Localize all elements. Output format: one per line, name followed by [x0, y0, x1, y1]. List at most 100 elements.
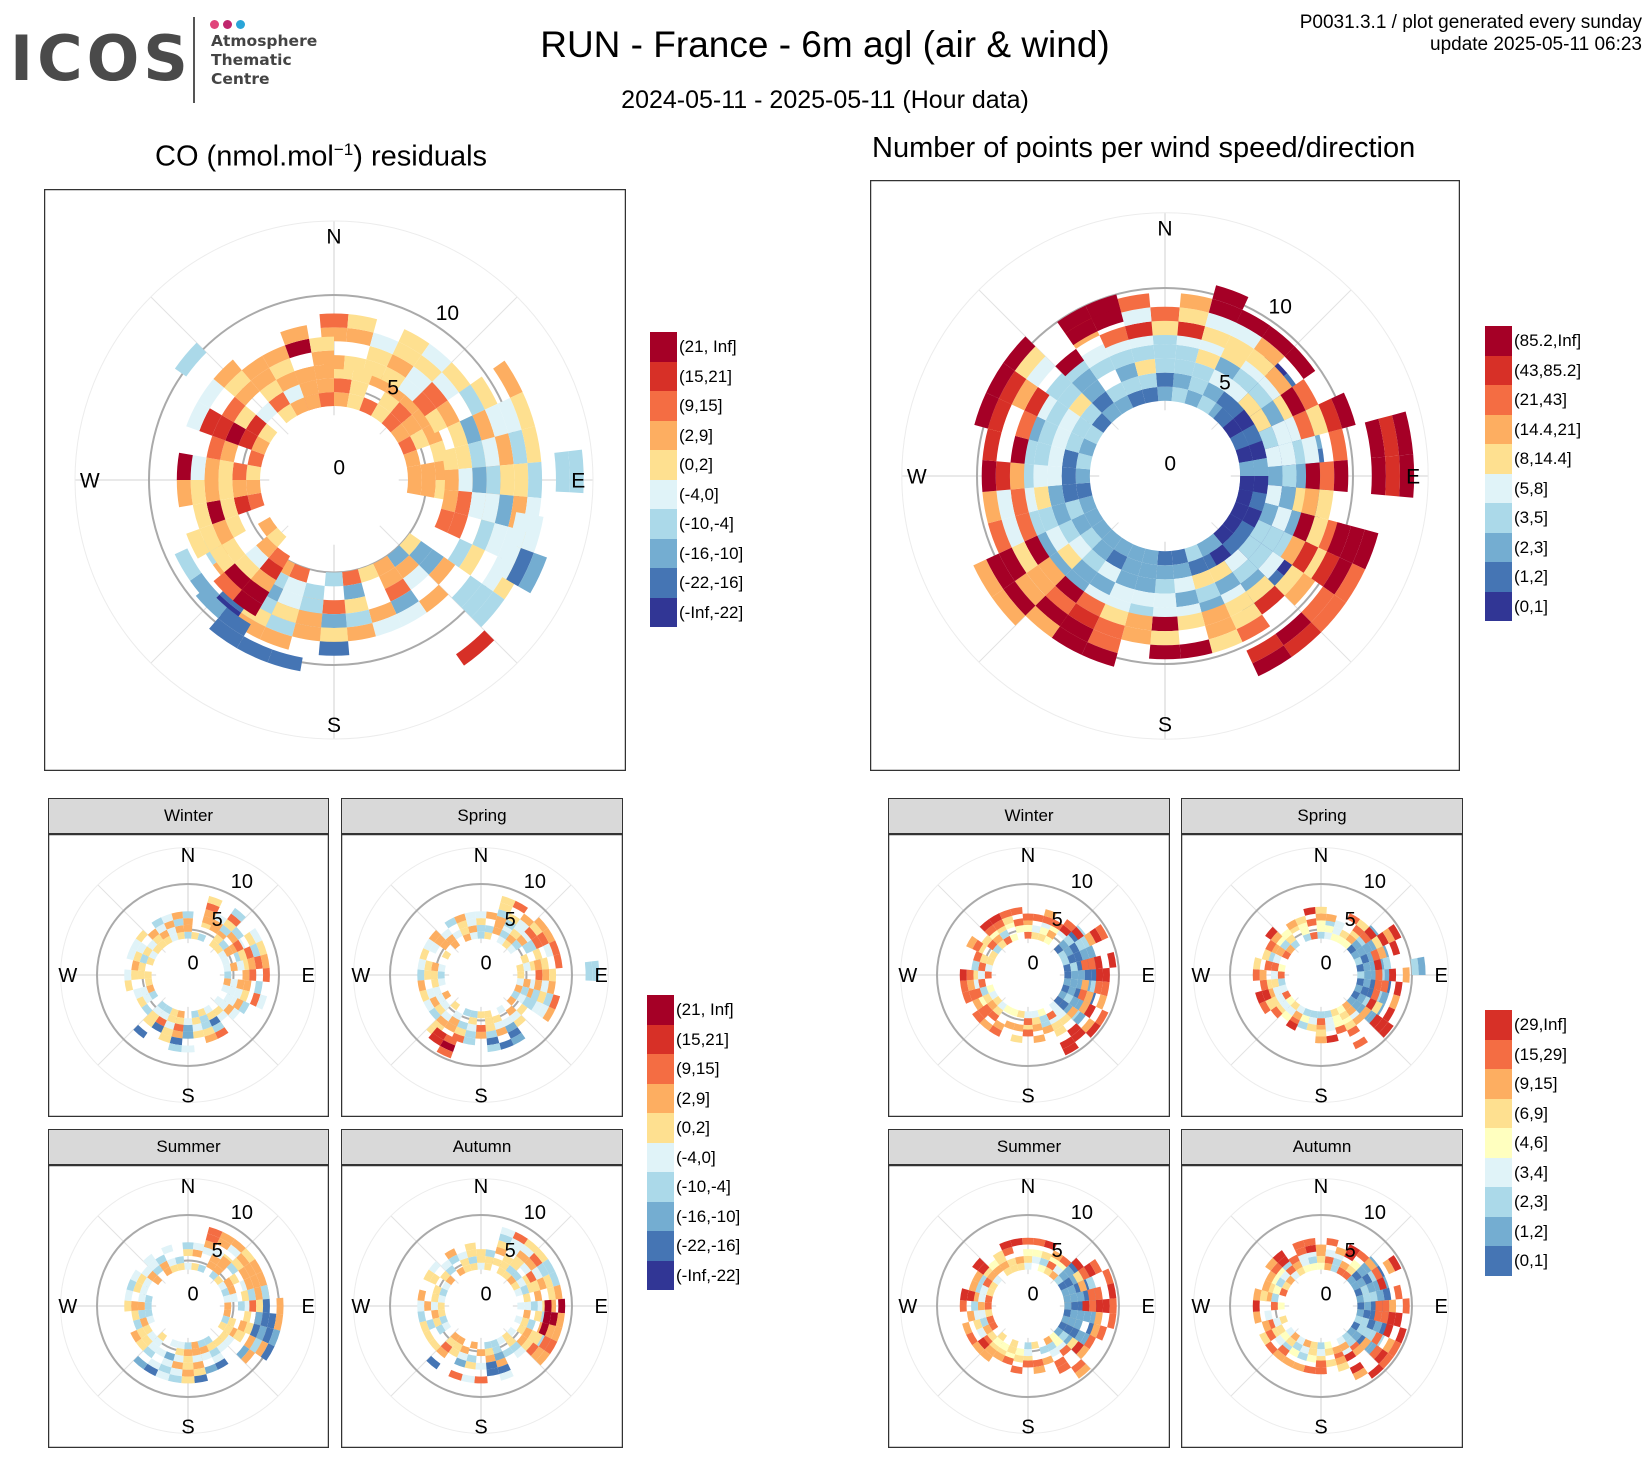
- heatmap-cell: [481, 493, 500, 524]
- heatmap-cell: [476, 1255, 486, 1263]
- heatmap-cell: [1275, 946, 1286, 957]
- heatmap-cell: [493, 360, 523, 398]
- heatmap-cell: [1324, 1262, 1333, 1271]
- heatmap-cell: [1378, 991, 1390, 1005]
- heatmap-cell: [126, 1279, 137, 1292]
- center-hole: [1099, 410, 1231, 542]
- heatmap-cell: [986, 984, 995, 994]
- heatmap-cell: [1371, 1332, 1383, 1346]
- heatmap-cell: [136, 996, 147, 1008]
- heatmap-cell: [439, 1315, 448, 1325]
- heatmap-cell: [1065, 318, 1098, 346]
- heatmap-cell: [520, 1284, 530, 1295]
- heatmap-cell: [1095, 924, 1109, 941]
- heatmap-cell: [1301, 586, 1335, 623]
- heatmap-cell: [155, 1369, 170, 1381]
- legend-label: (6,9]: [1514, 1103, 1549, 1123]
- heatmap-cell: [1315, 1244, 1327, 1252]
- heatmap-cell: [1083, 990, 1094, 1004]
- compass-label-s: S: [1314, 1085, 1327, 1107]
- heatmap-cell: [999, 1260, 1010, 1271]
- heatmap-cell: [1344, 1019, 1357, 1031]
- compass-label-n: N: [181, 1176, 195, 1198]
- legend-label: (2,9]: [679, 425, 714, 445]
- heatmap-cell: [418, 584, 449, 613]
- heatmap-cell: [1064, 1302, 1072, 1310]
- heatmap-cell: [1209, 544, 1232, 566]
- heatmap-cell: [986, 362, 1015, 399]
- heatmap-cell: [997, 1331, 1008, 1342]
- heatmap-cell: [1356, 1250, 1370, 1263]
- heatmap-cell: [316, 378, 334, 394]
- heatmap-cell: [981, 460, 997, 492]
- heatmap-cell: [139, 1317, 149, 1328]
- heatmap-cell: [982, 1277, 993, 1288]
- legend-swatch: [1485, 1069, 1512, 1099]
- heatmap-cell: [1078, 495, 1097, 514]
- heatmap-cell: [1296, 1335, 1306, 1346]
- heatmap-cell: [445, 1275, 456, 1286]
- heatmap-cell: [1096, 994, 1108, 1010]
- heatmap-cell: [494, 543, 521, 580]
- heatmap-cell: [505, 1005, 517, 1016]
- heatmap-cell: [966, 979, 976, 991]
- heatmap-cell: [1057, 1321, 1068, 1331]
- heatmap-cell: [982, 1324, 993, 1335]
- heatmap-cell: [452, 929, 463, 940]
- heatmap-cell: [1295, 915, 1307, 926]
- heatmap-cell: [484, 1262, 493, 1271]
- heatmap-cell: [452, 1341, 463, 1352]
- heatmap-cell: [1285, 1275, 1296, 1286]
- heatmap-cell: [1078, 438, 1097, 457]
- heatmap-cell: [176, 1262, 185, 1271]
- heatmap-cell: [199, 524, 222, 552]
- heatmap-cell: [440, 1270, 451, 1282]
- heatmap-cell: [216, 1259, 229, 1271]
- heatmap-cell: [1345, 1265, 1357, 1276]
- heatmap-cell: [486, 911, 498, 921]
- heatmap-cell: [454, 1357, 467, 1368]
- heatmap-cell: [431, 962, 440, 972]
- heatmap-cell: [422, 422, 443, 446]
- heatmap-cell: [459, 1257, 470, 1267]
- heatmap-cell: [426, 1319, 436, 1330]
- heatmap-cell: [1071, 513, 1092, 536]
- grid-ring: [389, 883, 573, 1067]
- heatmap-cell: [384, 379, 409, 403]
- heatmap-cell: [1356, 963, 1365, 972]
- heatmap-cell: [1402, 967, 1410, 983]
- heatmap-cell: [1061, 1287, 1070, 1297]
- legend-swatch: [1485, 355, 1512, 385]
- heatmap-cell: [1309, 931, 1318, 940]
- heatmap-cell: [495, 1357, 508, 1368]
- heatmap-cell: [124, 1289, 134, 1301]
- heatmap-cell: [1326, 1238, 1339, 1247]
- heatmap-cell: [1272, 1250, 1286, 1263]
- heatmap-cell: [346, 623, 376, 642]
- heatmap-cell: [212, 415, 234, 441]
- heatmap-cell: [1124, 612, 1153, 631]
- heatmap-cell: [1275, 612, 1312, 646]
- heatmap-cell: [466, 1249, 477, 1258]
- heatmap-cell: [1056, 1010, 1069, 1022]
- heatmap-cell: [499, 1369, 514, 1381]
- heatmap-cell: [1324, 1256, 1334, 1265]
- heatmap-cell: [558, 1298, 566, 1314]
- heatmap-cell: [509, 1010, 522, 1022]
- heatmap-cell: [437, 1302, 445, 1310]
- heatmap-cell: [214, 913, 228, 925]
- heatmap-cell: [521, 930, 534, 943]
- heatmap-cell: [431, 1309, 440, 1319]
- heatmap-cell: [1331, 392, 1356, 429]
- heatmap-cell: [292, 623, 322, 642]
- heatmap-cell: [1048, 1270, 1059, 1281]
- heatmap-cell: [1107, 1283, 1117, 1299]
- heatmap-cell: [171, 911, 183, 921]
- heatmap-cell: [249, 1274, 261, 1289]
- heatmap-cell: [368, 601, 397, 623]
- heatmap-cell: [1285, 1336, 1297, 1347]
- heatmap-cell: [201, 1351, 212, 1361]
- heatmap-cell: [1297, 1351, 1308, 1361]
- heatmap-cell: [979, 1349, 993, 1362]
